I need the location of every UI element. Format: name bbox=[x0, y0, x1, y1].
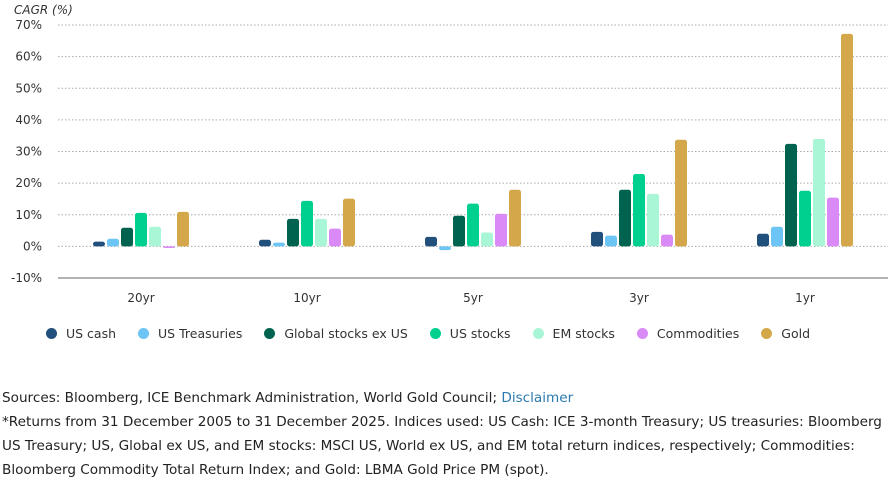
legend-label: US cash bbox=[66, 326, 117, 341]
legend-item[interactable]: US Treasuries bbox=[138, 326, 242, 341]
legend: US cash US Treasuries Global stocks ex US U… bbox=[46, 326, 832, 341]
bar-us-treasuries bbox=[605, 235, 617, 247]
bar-em-stocks bbox=[149, 226, 161, 247]
y-tick-label: 20% bbox=[15, 176, 42, 190]
y-tick-label: 0% bbox=[23, 239, 42, 253]
bar-commodities bbox=[329, 228, 341, 247]
legend-item[interactable]: US stocks bbox=[429, 326, 511, 341]
bar-gold bbox=[841, 33, 853, 247]
bar-global-stocks-ex-us bbox=[785, 143, 797, 247]
x-tick-label: 20yr bbox=[127, 291, 154, 305]
legend-item[interactable]: Gold bbox=[761, 326, 810, 341]
x-tick-label: 1yr bbox=[795, 291, 815, 305]
bar-chart: CAGR (%) -10% 0% 10% 20% 30% 40% 50% 60% 70% 20yr… bbox=[11, 3, 888, 305]
legend-item[interactable]: Global stocks ex US bbox=[264, 326, 408, 341]
legend-dot-icon bbox=[46, 328, 57, 339]
footnote: *Returns from 31 December 2005 to 31 Dec… bbox=[2, 414, 882, 478]
legend-dot-icon bbox=[636, 328, 648, 339]
legend-dot-icon bbox=[138, 328, 150, 339]
bar-us-treasuries bbox=[771, 226, 783, 247]
bar-commodities bbox=[495, 213, 507, 247]
y-axis-title: CAGR (%) bbox=[14, 3, 73, 17]
bar-us-cash bbox=[591, 231, 603, 247]
legend-dot-icon bbox=[761, 328, 773, 339]
bar-us-stocks bbox=[633, 173, 645, 247]
disclaimer-link[interactable]: Disclaimer bbox=[501, 390, 574, 406]
legend-label: US Treasuries bbox=[158, 326, 243, 341]
legend-item[interactable]: EM stocks bbox=[532, 326, 615, 341]
x-tick-label: 5yr bbox=[463, 291, 483, 305]
legend-dot-icon bbox=[264, 328, 276, 339]
y-tick-label: 70% bbox=[15, 18, 42, 32]
bar-us-treasuries bbox=[273, 242, 285, 247]
bar-global-stocks-ex-us bbox=[453, 215, 465, 247]
x-tick-label: 10yr bbox=[293, 291, 320, 305]
bar-global-stocks-ex-us bbox=[287, 218, 299, 247]
bar-us-cash bbox=[259, 239, 271, 247]
bar-us-stocks bbox=[301, 200, 313, 247]
bar-commodities bbox=[827, 197, 839, 247]
y-tick-label: 10% bbox=[15, 208, 42, 222]
bar-commodities bbox=[661, 234, 673, 247]
bar-gold bbox=[509, 189, 521, 247]
legend-item[interactable]: Commodities bbox=[636, 326, 740, 341]
sources-line: Sources: Bloomberg, ICE Benchmark Admini… bbox=[2, 386, 887, 410]
bar-em-stocks bbox=[315, 218, 327, 247]
bar-em-stocks bbox=[647, 193, 659, 247]
sources-text: Sources: Bloomberg, ICE Benchmark Admini… bbox=[2, 390, 502, 406]
bar-commodities bbox=[163, 246, 175, 248]
y-tick-label: 60% bbox=[15, 50, 42, 64]
legend-label: EM stocks bbox=[552, 326, 615, 341]
bar-gold bbox=[675, 139, 687, 247]
bar-us-stocks bbox=[799, 190, 811, 247]
y-tick-label: 40% bbox=[15, 113, 42, 127]
legend-item[interactable]: US cash bbox=[46, 326, 116, 341]
legend-label: Global stocks ex US bbox=[284, 326, 408, 341]
y-tick-label: 30% bbox=[15, 145, 42, 159]
bar-us-cash bbox=[93, 241, 105, 247]
bar-em-stocks bbox=[481, 232, 493, 247]
legend-label: US stocks bbox=[449, 326, 511, 341]
bar-us-stocks bbox=[467, 203, 479, 247]
legend-dot-icon bbox=[532, 328, 544, 339]
bar-us-cash bbox=[425, 236, 437, 247]
y-tick-label: -10% bbox=[11, 271, 42, 285]
bar-global-stocks-ex-us bbox=[121, 227, 133, 247]
legend-label: Gold bbox=[781, 326, 811, 341]
bar-gold bbox=[343, 198, 355, 247]
bar-us-treasuries bbox=[439, 246, 451, 251]
legend-dot-icon bbox=[429, 328, 441, 339]
bar-global-stocks-ex-us bbox=[619, 189, 631, 247]
bar-us-stocks bbox=[135, 212, 147, 247]
y-tick-label: 50% bbox=[15, 81, 42, 95]
bar-us-treasuries bbox=[107, 238, 119, 247]
bar-us-cash bbox=[757, 233, 769, 247]
legend-label: Commodities bbox=[656, 326, 740, 341]
notes: Sources: Bloomberg, ICE Benchmark Admini… bbox=[2, 386, 887, 482]
x-tick-label: 3yr bbox=[629, 291, 649, 305]
bar-em-stocks bbox=[813, 138, 825, 247]
bar-gold bbox=[177, 211, 189, 247]
